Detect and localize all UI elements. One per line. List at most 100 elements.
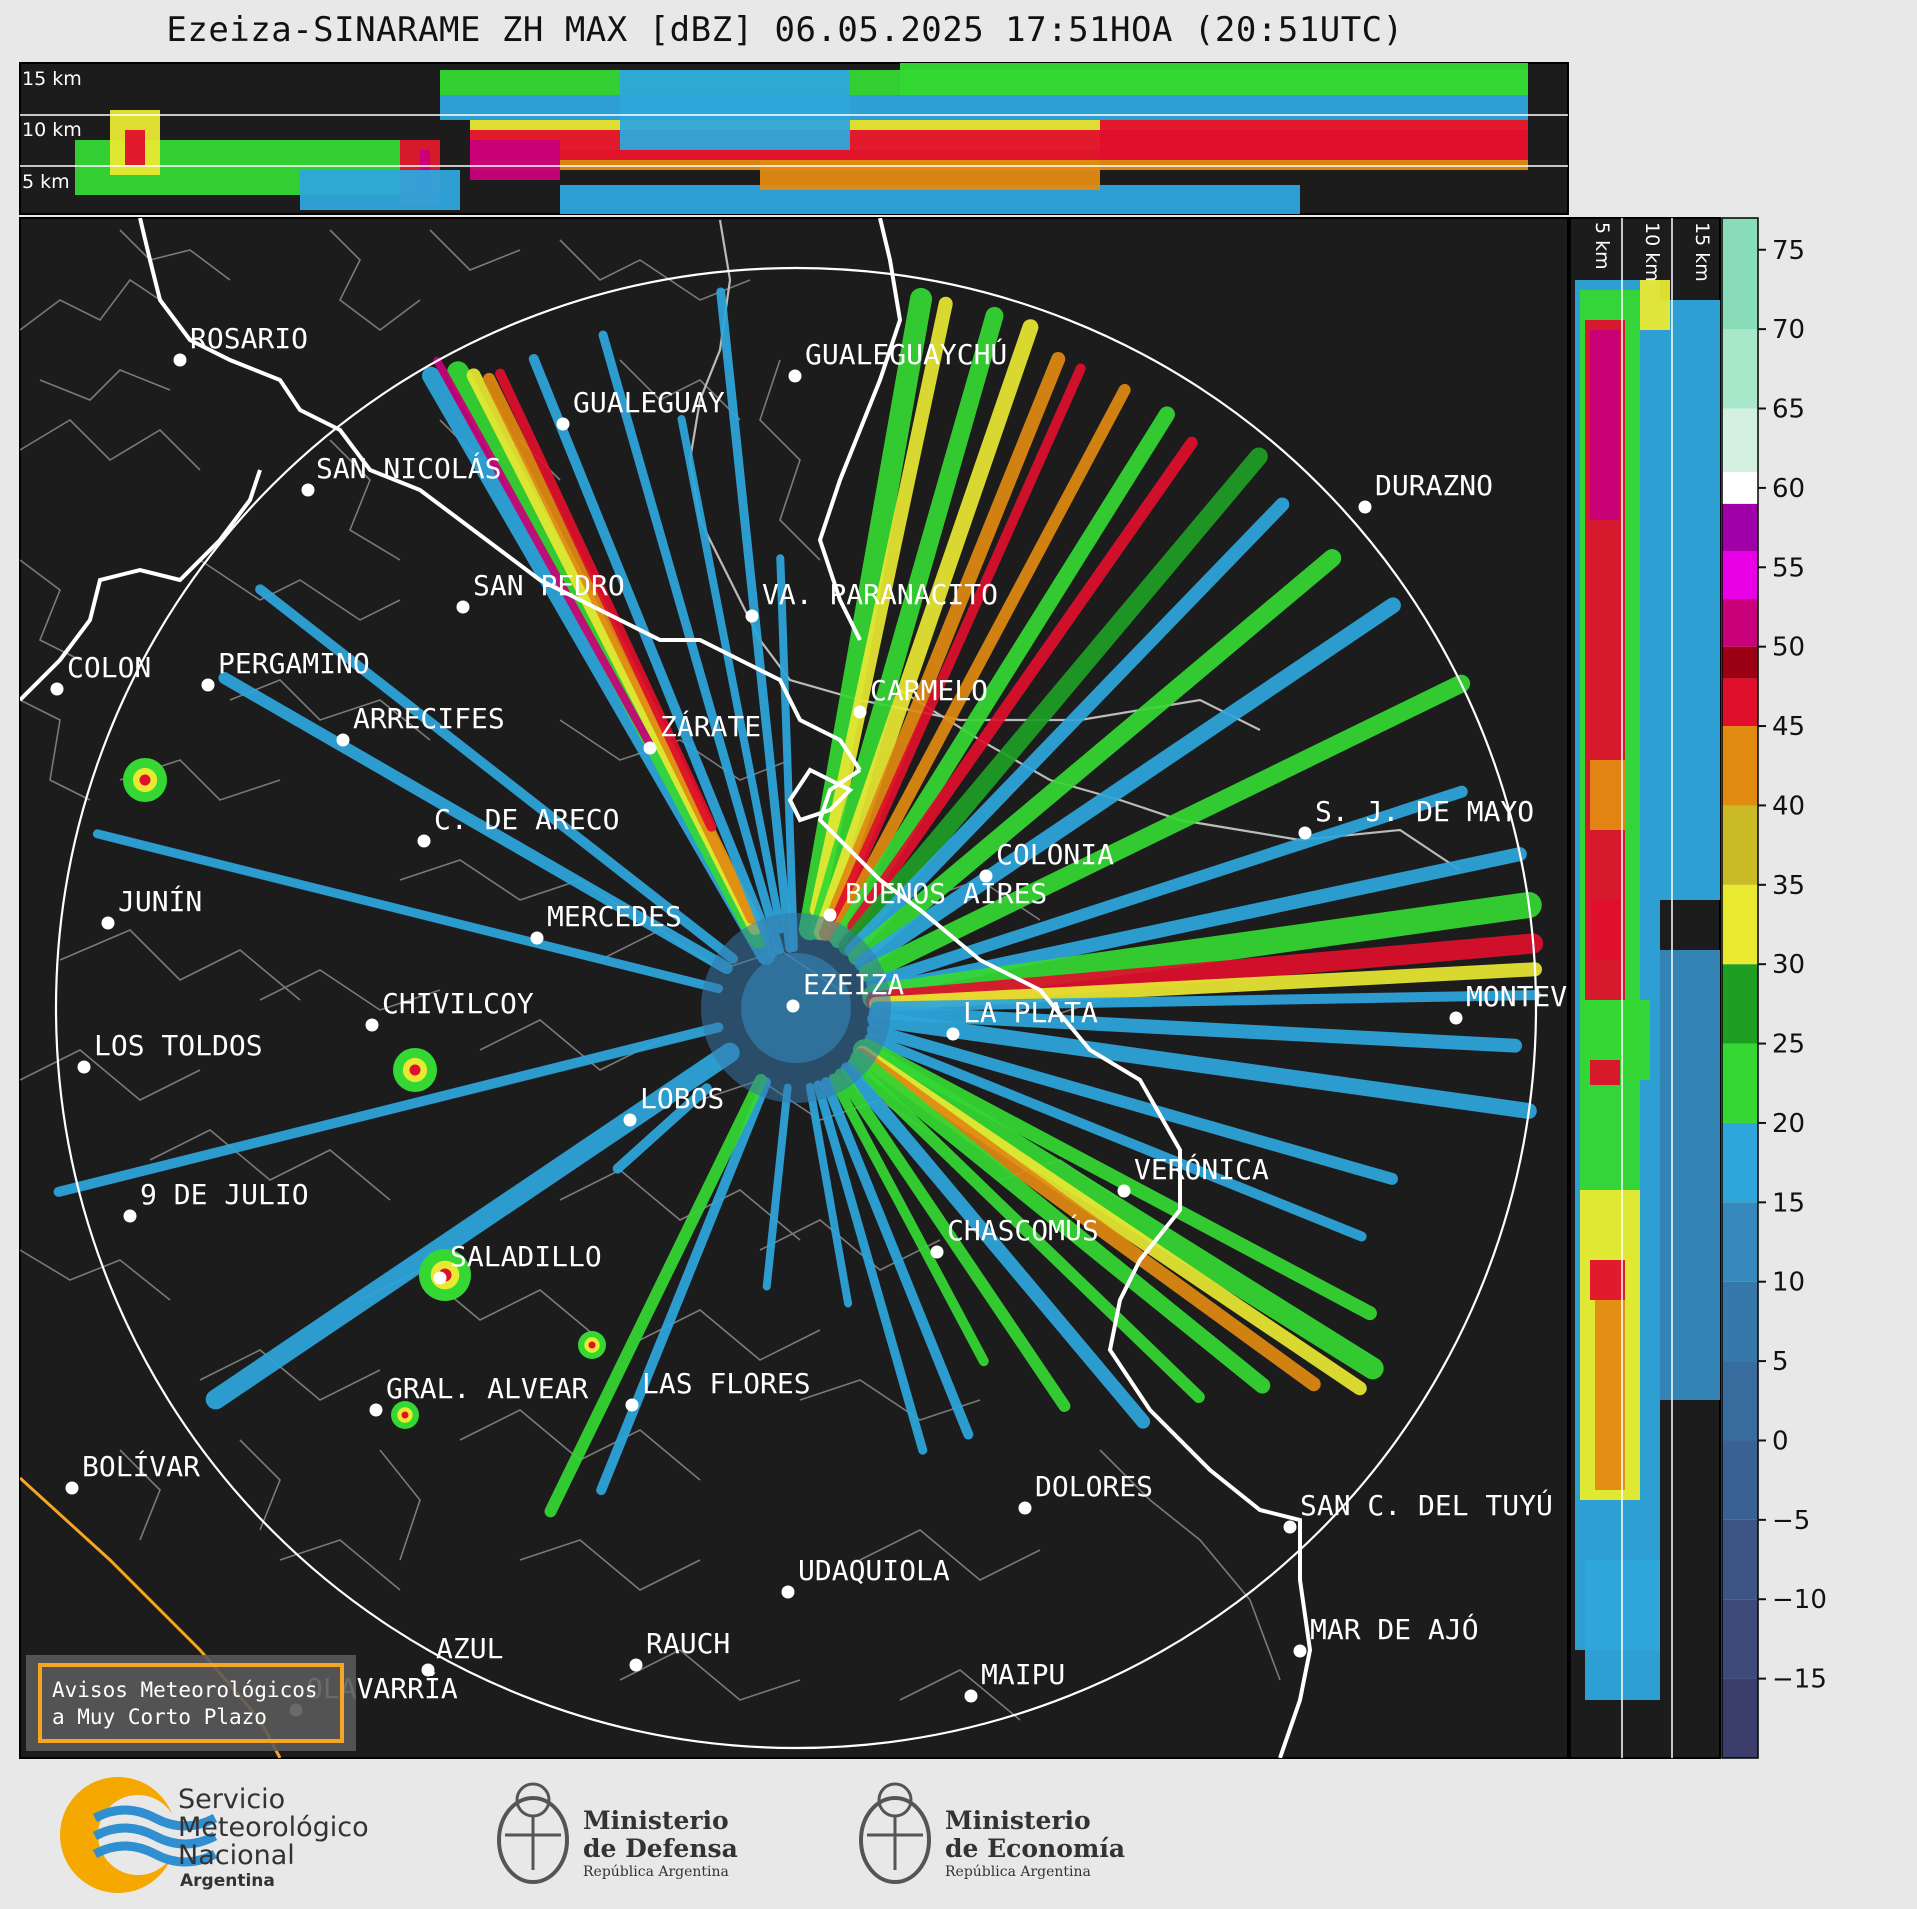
colorbar-tick-label: 20 — [1772, 1109, 1805, 1139]
colorbar-step — [1722, 726, 1758, 806]
city-label: EZEIZA — [803, 968, 904, 1001]
smn-line-4: Argentina — [180, 1871, 275, 1891]
city-marker — [1293, 1644, 1307, 1658]
radar-echo-ray — [255, 584, 738, 964]
echo-band — [620, 70, 850, 150]
city-label: LOBOS — [640, 1082, 724, 1115]
city-label: COLONIA — [996, 838, 1114, 871]
city-marker — [946, 1027, 960, 1041]
radar-echo-ray — [762, 1083, 792, 1291]
city-label: GUALEGUAYCHÚ — [805, 337, 1007, 371]
radar-echo-ray — [53, 1022, 724, 1197]
warning-box[interactable]: Avisos Meteorológicos a Muy Corto Plazo — [26, 1655, 356, 1751]
side-cross-section: 5 km 10 km 15 km — [1569, 217, 1721, 1759]
radar-echo-ray — [866, 1024, 1398, 1185]
echo-band — [760, 160, 1100, 190]
top-cross-section: 15 km 10 km 5 km — [19, 62, 1569, 215]
city-label: ROSARIO — [190, 322, 308, 355]
city-label: MAR DE AJÓ — [1310, 1612, 1479, 1646]
defensa-logo: Ministerio de Defensa República Argentin… — [497, 1782, 738, 1884]
echo-band — [1590, 1260, 1625, 1300]
city-label: ZÁRATE — [660, 709, 761, 743]
radar-echo-ray — [847, 1057, 1205, 1404]
city-marker — [201, 678, 215, 692]
side-height-label-10: 10 km — [1641, 222, 1663, 282]
echo-band — [1592, 900, 1620, 960]
city-marker — [173, 353, 187, 367]
city-label: SALADILLO — [450, 1240, 602, 1273]
echo-band — [1100, 120, 1528, 160]
colorbar-tick-label: 45 — [1772, 712, 1805, 742]
colorbar-tick-label: 40 — [1772, 791, 1805, 821]
escudo-icon — [859, 1782, 931, 1884]
city-label: MAIPU — [981, 1658, 1065, 1691]
colorbar-step — [1722, 1678, 1758, 1758]
radar-echo-ray — [854, 597, 1401, 972]
radar-echo-ray — [92, 829, 723, 994]
radar-echo-ray — [805, 1082, 853, 1308]
city-marker — [1018, 1501, 1032, 1515]
smn-line-3: Nacional — [178, 1840, 295, 1871]
smn-line-2: Meteorológico — [178, 1812, 369, 1843]
storm-cell-core — [401, 1411, 409, 1419]
city-label: CHIVILCOY — [382, 987, 534, 1020]
city-marker — [77, 1060, 91, 1074]
colorbar-step — [1722, 408, 1758, 473]
coastline — [20, 218, 1313, 1758]
radar-echo-ray — [433, 356, 655, 750]
city-label: VERÓNICA — [1134, 1152, 1269, 1186]
echo-band — [470, 140, 560, 180]
city-label: VA. PARANACITO — [762, 578, 998, 611]
city-marker — [643, 741, 657, 755]
city-marker — [786, 999, 800, 1013]
colorbar-step — [1722, 503, 1758, 552]
city-marker — [1358, 500, 1372, 514]
city-marker — [365, 1018, 379, 1032]
city-label: PERGAMINO — [218, 647, 370, 680]
economia-line-2: de Economía — [945, 1834, 1125, 1863]
side-height-label-5: 5 km — [1591, 222, 1613, 270]
city-marker — [823, 908, 837, 922]
city-label: RAUCH — [646, 1627, 730, 1660]
city-label: UDAQUIOLA — [798, 1554, 950, 1587]
colorbar-tick-label: 10 — [1772, 1268, 1805, 1298]
echo-band — [1595, 1300, 1625, 1490]
economia-logo: Ministerio de Economía República Argenti… — [859, 1782, 1125, 1884]
radar-echo-ray — [830, 406, 1175, 949]
colorbar-tick-label: −15 — [1772, 1665, 1827, 1695]
city-layer: ROSARIO GUALEGUAYCHÚ GUALEGUAY SAN NICOLÁS D… — [50, 322, 1567, 1717]
radar-echo-ray — [840, 1062, 1151, 1429]
defensa-line-2: de Defensa — [583, 1834, 738, 1863]
city-marker — [1283, 1520, 1297, 1534]
radar-echo-ray — [818, 351, 1066, 941]
colorbar-step — [1722, 1599, 1758, 1679]
economia-line-3: República Argentina — [945, 1864, 1091, 1880]
city-marker — [50, 682, 64, 696]
colorbar-step — [1722, 1281, 1758, 1362]
colorbar-tick-label: −5 — [1772, 1506, 1810, 1536]
radar-echo-ray — [813, 1080, 928, 1455]
colorbar-step — [1722, 646, 1758, 679]
smn-logo: Servicio Meteorológico Nacional Argentin… — [60, 1777, 369, 1893]
radar-echo-ray — [859, 1038, 1377, 1321]
colorbar-tick-label: 65 — [1772, 395, 1805, 425]
height-label-15: 15 km — [22, 68, 82, 90]
radar-echo-ray — [867, 1011, 1537, 1119]
colorbar-tick-label: 0 — [1772, 1426, 1789, 1456]
city-marker — [65, 1481, 79, 1495]
defensa-line-3: República Argentina — [583, 1864, 729, 1880]
radar-echo-ray — [677, 415, 785, 934]
radar-echo-ray — [776, 554, 798, 953]
city-label: CHASCOMÚS — [947, 1213, 1099, 1247]
colorbar-tick-label: 50 — [1772, 633, 1805, 663]
city-label: C. DE ARECO — [434, 803, 619, 836]
storm-cell-core — [409, 1064, 421, 1076]
storm-cell-core — [588, 1341, 596, 1349]
city-label: S. J. DE MAYO — [1315, 795, 1534, 828]
city-marker — [530, 931, 544, 945]
city-label: MONTEV — [1466, 980, 1567, 1013]
radar-echo-ray — [850, 1050, 1271, 1394]
radar-echo-ray — [495, 368, 717, 832]
radar-echo-ray — [814, 319, 1039, 941]
